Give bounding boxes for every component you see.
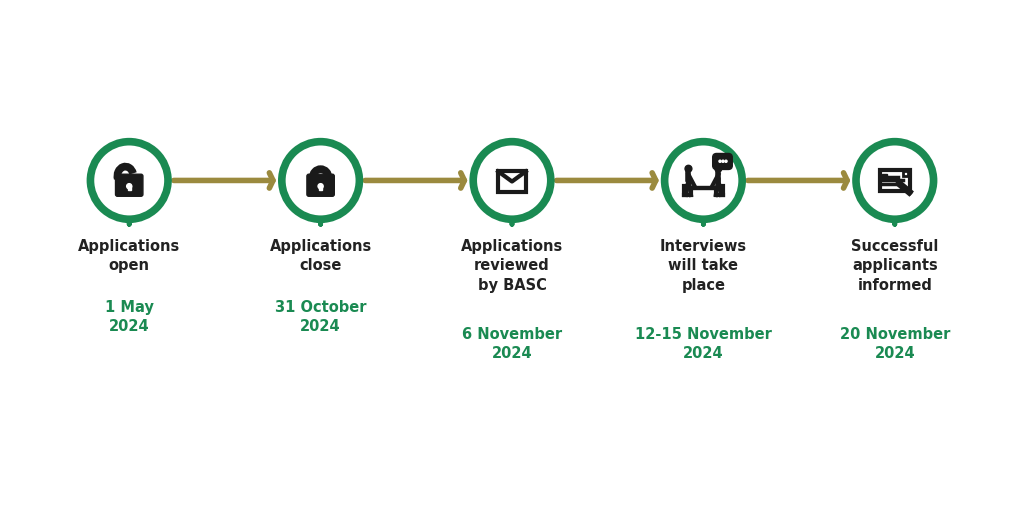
Text: Successful
applicants
informed: Successful applicants informed	[851, 239, 938, 292]
Text: 20 November
2024: 20 November 2024	[840, 327, 950, 361]
Circle shape	[473, 142, 551, 219]
Polygon shape	[720, 165, 722, 169]
Text: 12-15 November
2024: 12-15 November 2024	[635, 327, 772, 361]
Text: Applications
reviewed
by BASC: Applications reviewed by BASC	[461, 239, 563, 292]
Circle shape	[725, 160, 727, 162]
Bar	[687, 186, 720, 188]
Circle shape	[722, 160, 724, 162]
Circle shape	[856, 142, 934, 219]
Bar	[903, 172, 908, 176]
Text: Interviews
will take
place: Interviews will take place	[659, 239, 746, 292]
Text: Applications
open: Applications open	[78, 239, 180, 273]
Bar	[880, 170, 909, 191]
Text: 1 May
2024: 1 May 2024	[104, 300, 154, 334]
Circle shape	[685, 165, 692, 172]
Text: 31 October
2024: 31 October 2024	[274, 300, 367, 334]
Circle shape	[282, 142, 359, 219]
Circle shape	[127, 184, 132, 189]
Text: @: @	[510, 180, 514, 183]
Bar	[319, 186, 322, 190]
Text: 6 November
2024: 6 November 2024	[462, 327, 562, 361]
Circle shape	[90, 142, 168, 219]
Circle shape	[318, 184, 324, 189]
Bar	[498, 172, 526, 191]
FancyBboxPatch shape	[307, 174, 334, 196]
Circle shape	[665, 142, 742, 219]
Circle shape	[719, 160, 721, 162]
Bar	[128, 186, 131, 190]
Bar	[882, 174, 887, 178]
Circle shape	[715, 165, 722, 172]
Text: Applications
close: Applications close	[269, 239, 372, 273]
FancyBboxPatch shape	[713, 154, 732, 169]
FancyBboxPatch shape	[116, 174, 143, 196]
